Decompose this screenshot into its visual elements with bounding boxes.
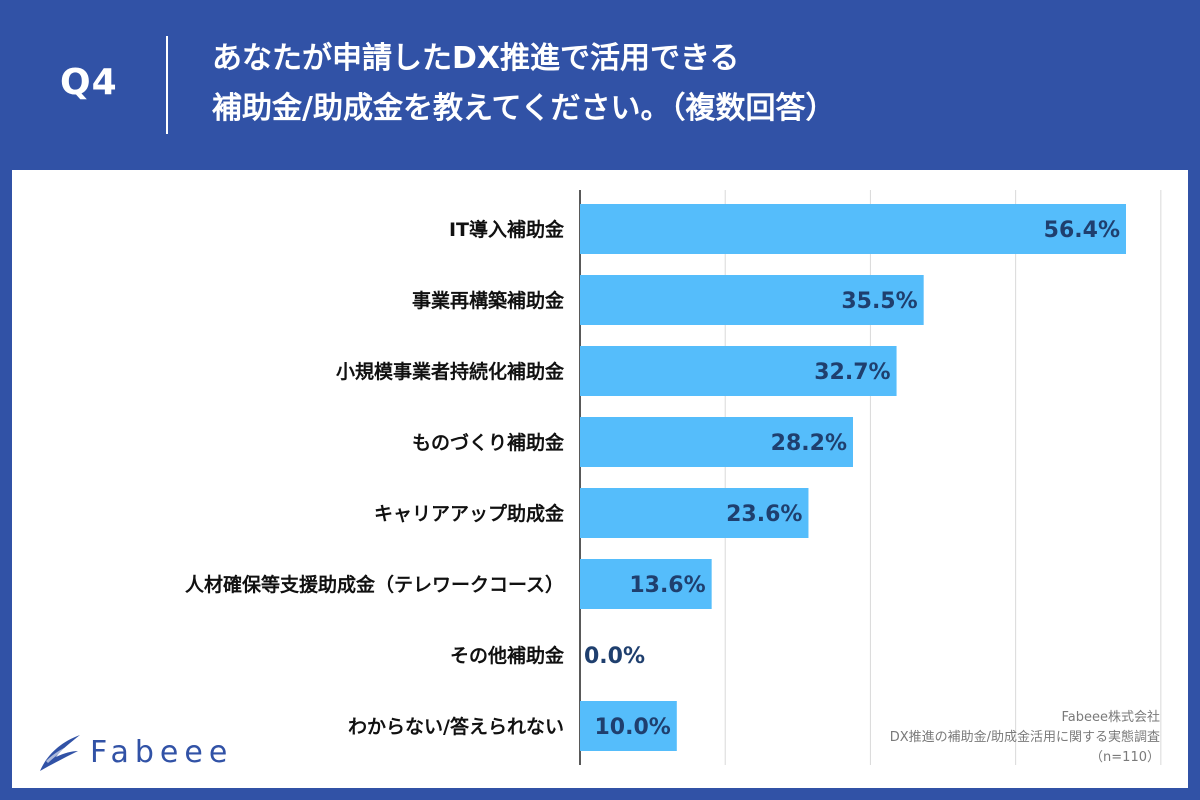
bar — [580, 346, 897, 396]
bar — [580, 701, 677, 751]
source-survey: DX推進の補助金/助成金活用に関する実態調査 — [889, 730, 1160, 745]
title-line-1: あなたが申請したDX推進で活用できる — [212, 41, 740, 76]
chart-panel: IT導入補助金 56.4% 事業再構築補助金 35.5% 小規模事業者持続化補助金 32.… — [12, 170, 1188, 788]
bar — [580, 559, 712, 609]
bar-chart: IT導入補助金 56.4% 事業再構築補助金 35.5% 小規模事業者持続化補助金 32.… — [185, 190, 1162, 765]
data-label: 10.0% — [594, 715, 670, 740]
question-number: Q4 — [60, 62, 118, 103]
category-label: わからない/答えられない — [348, 715, 564, 738]
fabeee-logo: Fabeee — [36, 727, 233, 777]
bar — [580, 204, 1126, 254]
category-label: キャリアアップ助成金 — [374, 502, 565, 525]
header-divider — [166, 36, 168, 134]
bar — [580, 275, 924, 325]
data-label: 23.6% — [726, 502, 802, 527]
bar — [580, 488, 809, 538]
header: Q4 あなたが申請したDX推進で活用できる 補助金/助成金を教えてください。（複… — [0, 0, 1200, 170]
title-line-2: 補助金/助成金を教えてください。（複数回答） — [212, 91, 836, 126]
source-note: Fabeee株式会社 DX推進の補助金/助成金活用に関する実態調査 （n=110… — [740, 708, 1160, 768]
source-sample-size: （n=110） — [1090, 750, 1160, 765]
category-label: その他補助金 — [450, 644, 565, 667]
page-title: あなたが申請したDX推進で活用できる 補助金/助成金を教えてください。（複数回答… — [212, 34, 1172, 134]
data-label: 0.0% — [584, 644, 645, 669]
category-label: ものづくり補助金 — [412, 431, 565, 454]
bar — [580, 417, 853, 467]
logo-text: Fabeee — [90, 734, 234, 770]
category-label: 人材確保等支援助成金（テレワークコース） — [185, 573, 564, 596]
category-label: 事業再構築補助金 — [412, 289, 565, 312]
data-label: 13.6% — [629, 573, 705, 598]
data-label: 28.2% — [771, 431, 847, 456]
source-company: Fabeee株式会社 — [1061, 710, 1161, 725]
category-label: 小規模事業者持続化補助金 — [336, 360, 565, 383]
category-label: IT導入補助金 — [449, 218, 565, 241]
data-label: 56.4% — [1044, 218, 1120, 243]
data-label: 35.5% — [841, 289, 917, 314]
wing-logo-icon — [40, 735, 80, 771]
data-label: 32.7% — [814, 360, 890, 385]
